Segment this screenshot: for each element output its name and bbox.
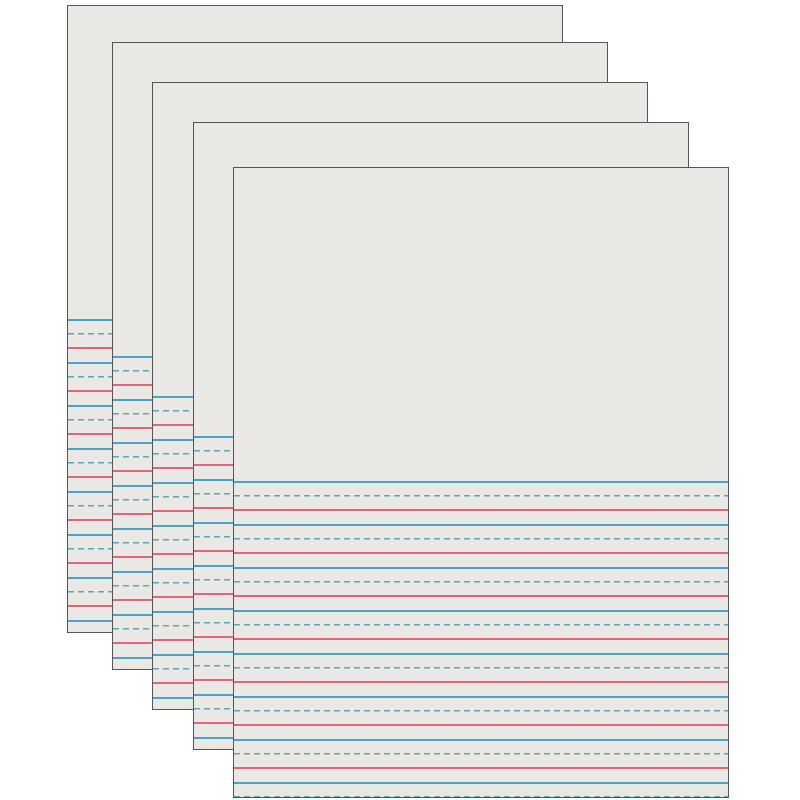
ruled-lines <box>234 481 728 797</box>
paper-sheet-5 <box>233 167 729 798</box>
dashed-lines <box>234 481 728 797</box>
